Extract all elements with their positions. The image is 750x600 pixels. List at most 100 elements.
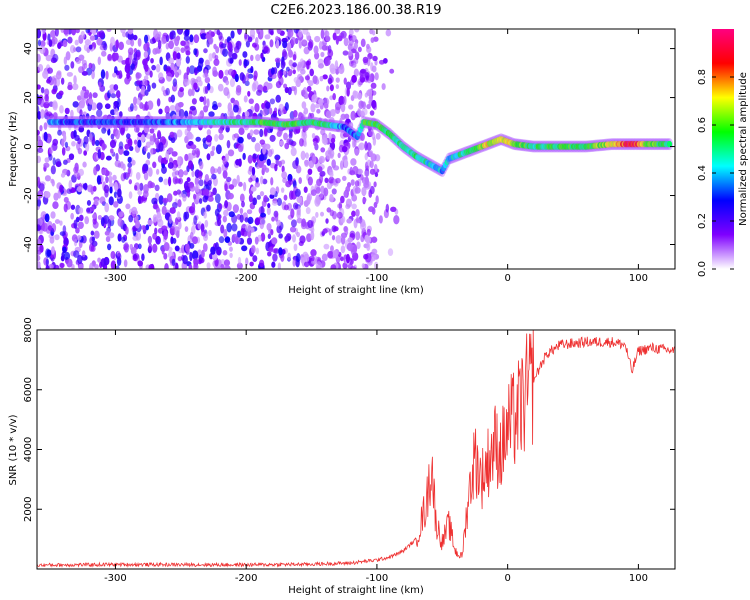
noise-cell [136, 97, 141, 106]
x-tick-label: 100 [629, 273, 648, 284]
snr-series-line [37, 330, 675, 568]
noise-cell [161, 225, 168, 231]
noise-cell [351, 194, 358, 202]
noise-cell [201, 249, 205, 259]
noise-cell [295, 125, 301, 134]
noise-cell [104, 230, 110, 236]
noise-cell [186, 189, 191, 198]
noise-cell [310, 189, 317, 196]
snr-panel: -300 -200 -100 0 100 2000 4000 6000 8000 Height… [8, 317, 676, 596]
noise-cell [93, 230, 100, 239]
noise-cell [62, 246, 67, 254]
noise-cell [247, 230, 252, 238]
noise-cell [87, 184, 94, 193]
noise-cell [67, 84, 73, 91]
noise-cell [292, 53, 297, 61]
noise-cell [363, 170, 370, 177]
noise-cell [323, 243, 330, 250]
noise-cell [358, 142, 365, 151]
noise-cell [373, 163, 378, 172]
noise-cell [301, 132, 308, 140]
noise-cell [236, 262, 243, 269]
noise-cell [344, 113, 350, 120]
noise-cell [224, 200, 229, 209]
noise-cell [57, 123, 62, 132]
noise-cell [275, 39, 280, 49]
noise-cell [92, 185, 97, 192]
noise-cell [158, 142, 164, 152]
noise-cell [37, 84, 41, 90]
noise-cell [135, 220, 141, 229]
noise-cell [264, 34, 271, 40]
noise-cell [90, 230, 95, 236]
noise-cell [218, 236, 225, 244]
noise-cell [266, 222, 272, 231]
noise-cell [183, 78, 189, 84]
noise-cell [362, 197, 367, 203]
noise-cell [128, 191, 133, 199]
noise-cell [264, 143, 271, 150]
noise-cell [280, 253, 285, 262]
noise-cell [276, 224, 282, 234]
noise-cell [277, 126, 283, 136]
noise-cell [147, 84, 151, 92]
noise-cell [280, 187, 285, 193]
noise-cell [228, 211, 235, 218]
noise-cell [44, 157, 50, 163]
noise-cell [343, 37, 349, 47]
noise-cell [50, 165, 56, 175]
noise-cell [371, 207, 376, 215]
noise-cell [184, 153, 189, 162]
noise-cell [97, 149, 102, 159]
noise-cell [60, 255, 65, 262]
noise-cell [225, 125, 230, 133]
noise-cell [141, 165, 146, 175]
noise-cell [202, 242, 208, 252]
noise-cell [322, 228, 328, 234]
noise-cell [313, 45, 319, 54]
noise-cell [174, 245, 180, 252]
x-tick-label: -300 [104, 273, 127, 284]
noise-cell [343, 77, 347, 85]
noise-cell [254, 43, 260, 51]
noise-cell [215, 144, 222, 155]
noise-cell [159, 56, 163, 66]
noise-cell [321, 45, 328, 51]
noise-cell [168, 157, 173, 164]
noise-cell [283, 204, 290, 211]
noise-cell [58, 90, 64, 96]
noise-cell [246, 237, 253, 245]
noise-cell [124, 143, 130, 150]
noise-cell [243, 59, 250, 67]
noise-cell [42, 222, 48, 232]
noise-cell [155, 168, 160, 175]
noise-cell [59, 104, 64, 114]
noise-cell [225, 79, 230, 86]
noise-cell [78, 207, 84, 214]
noise-cell [204, 219, 209, 228]
noise-cell [158, 195, 164, 205]
noise-cell [263, 194, 268, 203]
noise-cell [185, 50, 191, 56]
x-tick-label: -100 [366, 273, 389, 284]
noise-cell [319, 170, 326, 177]
noise-cell [176, 29, 184, 35]
noise-cell [251, 166, 256, 176]
noise-cell [320, 147, 326, 153]
noise-cell [212, 70, 219, 77]
noise-cell [109, 186, 113, 194]
snr-y-label: SNR (10 * v/v) [8, 414, 19, 485]
y-tick-label: 0 [23, 143, 34, 149]
noise-cell [362, 101, 367, 110]
noise-cell [101, 168, 107, 175]
noise-cell [354, 186, 361, 194]
noise-cell [259, 29, 264, 37]
noise-cell [43, 122, 48, 130]
noise-cell [304, 261, 310, 268]
noise-cell [186, 66, 190, 76]
noise-cell [141, 225, 146, 231]
noise-cell [119, 161, 124, 169]
noise-cell [177, 156, 181, 166]
noise-cell [252, 197, 258, 206]
noise-cell [272, 253, 278, 262]
